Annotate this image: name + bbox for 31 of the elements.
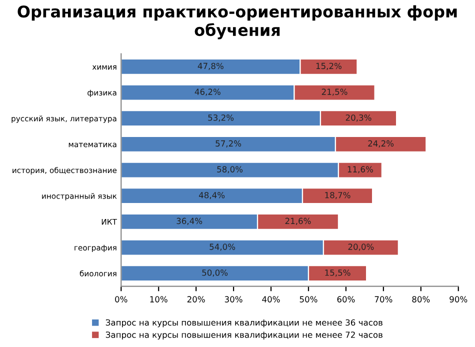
data-label: 15,2% [316,62,342,70]
x-tick-label: 30% [224,296,242,302]
x-tick-label: 40% [262,296,280,302]
data-label: 47,8% [198,62,224,70]
data-label: 57,2% [216,140,242,148]
x-tick-label: 0% [115,296,128,302]
x-tick-label: 60% [337,296,355,302]
data-label: 15,5% [325,269,350,277]
legend-label: Запрос на курсы повышения квалификации не менее 72 часов [106,332,382,340]
data-label: 46,2% [194,88,220,96]
data-label: 48,4% [198,192,225,200]
data-label: 20,3% [346,114,372,122]
data-label: 36,4% [176,218,202,225]
x-tick-label: 10% [150,296,168,302]
data-label: 21,6% [285,218,311,225]
x-tick-label: 20% [187,296,205,302]
data-label: 50,0% [202,269,228,277]
chart-title: Организация практико-ориентированных форм обучения [18,5,457,40]
x-tick-label: 70% [374,296,392,302]
x-tick-label: 90% [450,296,468,302]
data-label: 24,2% [368,140,394,148]
data-label: 20,0% [348,244,374,251]
data-label: 54,0% [210,244,236,251]
legend-label: Запрос на курсы повышения квалификации не менее 36 часов [106,319,382,328]
data-label: 21,5% [322,88,348,96]
data-label: 18,7% [325,192,350,200]
data-label: 11,6% [348,166,373,174]
data-label: 53,2% [208,114,234,122]
x-tick-label: 50% [300,296,318,302]
data-label: 58,0% [217,166,243,174]
x-tick-label: 80% [412,296,430,302]
